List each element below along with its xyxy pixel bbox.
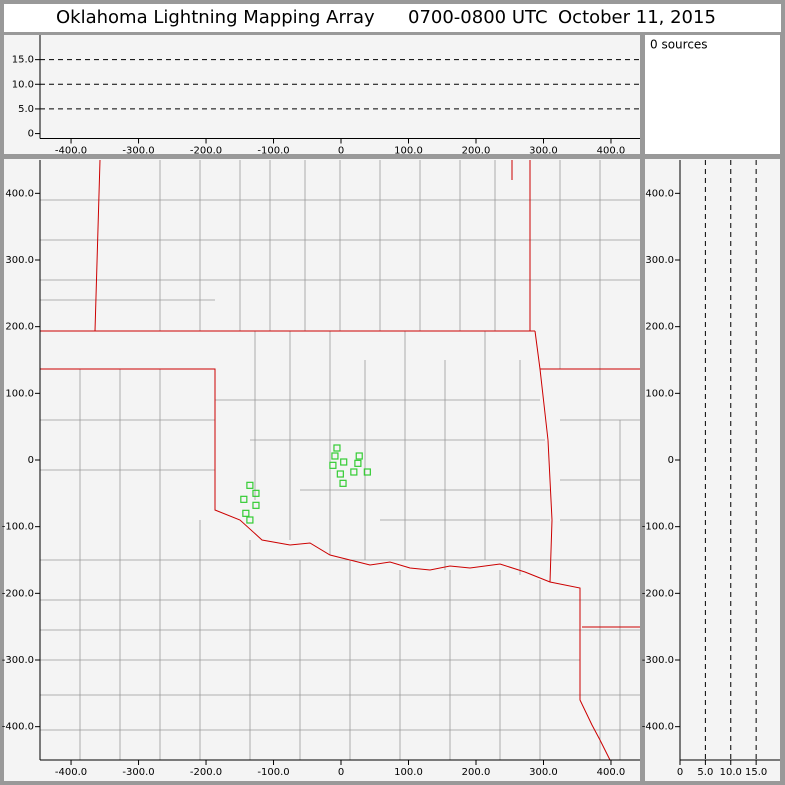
x-tick-label: -100.0 — [257, 146, 289, 157]
lightning-source — [350, 468, 358, 476]
lightning-source — [252, 489, 260, 497]
y-tick-label: 300.0 — [645, 255, 674, 266]
lightning-source — [355, 452, 363, 460]
x-tick-label: 200.0 — [462, 767, 491, 778]
source-count: 0 sources — [650, 38, 708, 52]
lightning-source — [246, 481, 254, 489]
x-tick-label: 10.0 — [720, 767, 742, 778]
x-tick-label: -200.0 — [190, 767, 222, 778]
y-tick-label: 300.0 — [5, 255, 34, 266]
x-tick-label: 400.0 — [597, 146, 626, 157]
lightning-source — [336, 470, 344, 478]
y-tick-label: -200.0 — [642, 588, 674, 599]
x-tick-label: -100.0 — [257, 767, 289, 778]
x-tick-label: -400.0 — [55, 146, 87, 157]
lightning-source — [329, 461, 337, 469]
y-tick-label: 100.0 — [645, 388, 674, 399]
lightning-source — [333, 444, 341, 452]
y-tick-label: 400.0 — [5, 188, 34, 199]
lightning-source — [240, 495, 248, 503]
y-tick-label: 100.0 — [5, 388, 34, 399]
x-tick-label: -200.0 — [190, 146, 222, 157]
x-tick-label: 15.0 — [745, 767, 767, 778]
lightning-source — [363, 468, 371, 476]
y-tick-label: 0 — [668, 455, 674, 466]
y-tick-label: 400.0 — [645, 188, 674, 199]
y-tick-label: 0 — [28, 129, 34, 140]
time-range: 0700-0800 UTC — [408, 7, 548, 28]
y-tick-label: 200.0 — [5, 322, 34, 333]
title-bar — [4, 4, 781, 32]
top-panel — [4, 35, 640, 154]
y-tick-label: 10.0 — [12, 79, 34, 90]
y-tick-label: 0 — [28, 455, 34, 466]
lightning-source — [339, 479, 347, 487]
y-tick-label: -300.0 — [2, 655, 34, 666]
y-tick-label: -400.0 — [2, 722, 34, 733]
y-tick-label: -400.0 — [642, 722, 674, 733]
y-tick-label: -300.0 — [642, 655, 674, 666]
y-tick-label: 200.0 — [645, 322, 674, 333]
y-tick-label: 15.0 — [12, 55, 34, 66]
x-tick-label: 300.0 — [529, 767, 558, 778]
x-tick-label: 0 — [677, 767, 683, 778]
y-tick-label: 5.0 — [18, 104, 34, 115]
lightning-source — [331, 452, 339, 460]
x-tick-label: 5.0 — [697, 767, 713, 778]
y-tick-label: -200.0 — [2, 588, 34, 599]
x-tick-label: 400.0 — [597, 767, 626, 778]
x-tick-label: 0 — [338, 767, 344, 778]
lightning-source — [246, 516, 254, 524]
x-tick-label: -300.0 — [122, 146, 154, 157]
x-tick-label: 0 — [338, 146, 344, 157]
side-panel — [645, 159, 780, 781]
x-tick-label: -400.0 — [55, 767, 87, 778]
x-tick-label: -300.0 — [122, 767, 154, 778]
x-tick-label: 200.0 — [462, 146, 491, 157]
lightning-source — [340, 458, 348, 466]
map — [40, 159, 640, 761]
date: October 11, 2015 — [558, 7, 716, 28]
y-tick-label: -100.0 — [642, 522, 674, 533]
x-tick-label: 100.0 — [394, 767, 423, 778]
chart-title: Oklahoma Lightning Mapping Array — [56, 7, 375, 28]
lightning-source — [354, 459, 362, 467]
x-tick-label: 100.0 — [394, 146, 423, 157]
x-tick-label: 300.0 — [529, 146, 558, 157]
lightning-source — [242, 509, 250, 517]
info-panel — [645, 35, 780, 154]
lightning-source — [252, 501, 260, 509]
county-lines — [40, 160, 640, 760]
state-borders — [40, 159, 640, 761]
y-tick-label: -100.0 — [2, 522, 34, 533]
